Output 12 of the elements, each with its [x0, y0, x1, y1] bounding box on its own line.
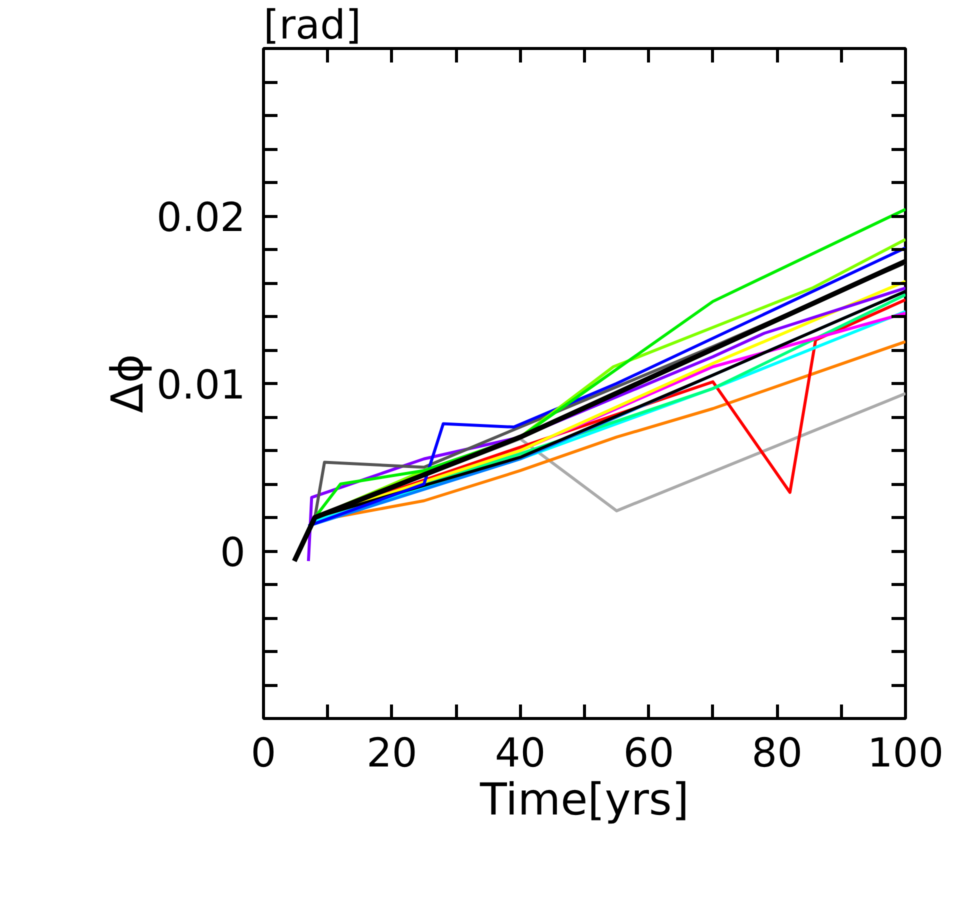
y-axis-title: Δϕ: [102, 354, 154, 414]
y-tick-label: 0.01: [156, 362, 246, 408]
y-tick-label: 0: [220, 530, 246, 576]
x-tick-label: 60: [623, 730, 674, 776]
x-tick-label: 40: [494, 730, 546, 776]
x-tick-label: 20: [366, 730, 418, 776]
x-axis-title: Time[yrs]: [478, 774, 690, 826]
x-tick-label: 100: [867, 730, 944, 776]
x-tick-label: 0: [250, 730, 276, 776]
x-tick-label: 80: [752, 730, 803, 776]
text: [rad]: [264, 2, 362, 48]
y-tick-label: 0.02: [156, 195, 246, 241]
